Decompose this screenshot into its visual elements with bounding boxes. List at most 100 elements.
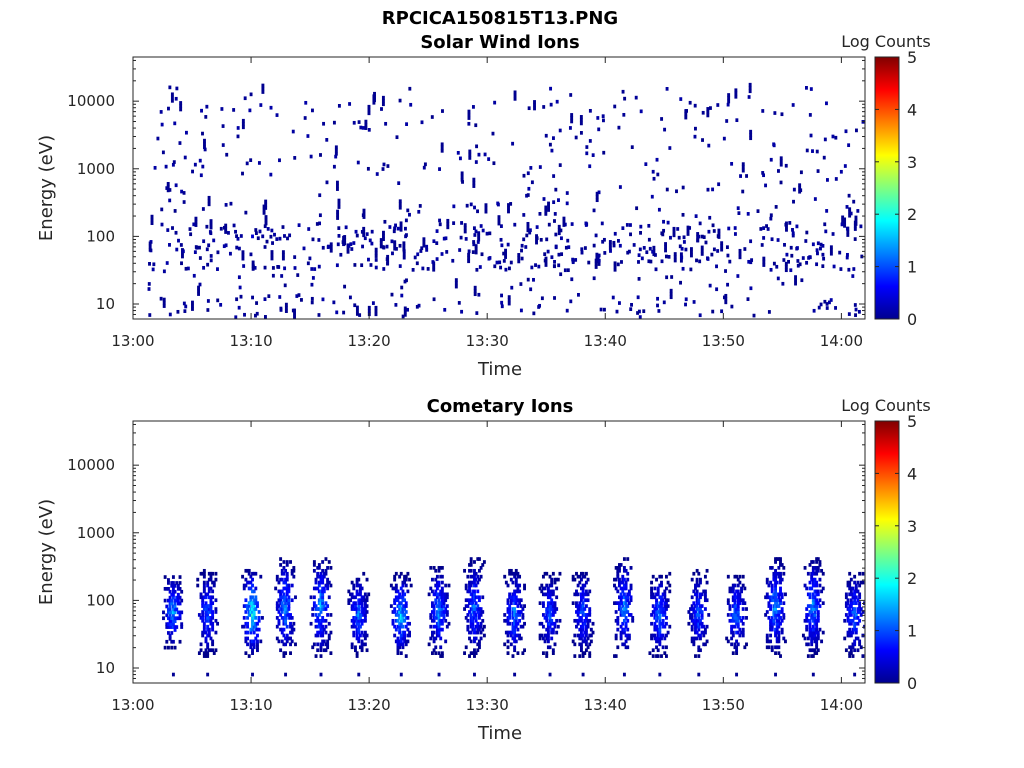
heatmap-cell: [224, 226, 228, 231]
heatmap-cell: [284, 604, 288, 608]
heatmap-cell: [810, 560, 814, 564]
heatmap-cell: [403, 618, 407, 623]
heatmap-cell: [770, 616, 774, 620]
heatmap-cell: [479, 566, 483, 570]
heatmap-cell: [432, 610, 436, 614]
heatmap-cell: [697, 672, 701, 677]
heatmap-cell: [658, 610, 662, 614]
heatmap-cell: [629, 307, 633, 312]
heatmap-cell: [241, 574, 245, 579]
heatmap-cell: [584, 618, 588, 623]
heatmap-cell: [549, 102, 553, 107]
heatmap-cell: [579, 633, 583, 638]
heatmap-cell: [399, 616, 403, 620]
heatmap-cell: [261, 90, 265, 94]
colorbar-tick-label: 1: [907, 622, 917, 641]
heatmap-cell: [355, 627, 359, 632]
heatmap-cell: [849, 601, 853, 605]
heatmap-cell: [735, 613, 739, 617]
heatmap-cell: [664, 645, 668, 650]
heatmap-cell: [270, 256, 274, 261]
heatmap-cell: [853, 607, 857, 611]
heatmap-cell: [162, 610, 165, 615]
heatmap-cell: [774, 580, 777, 585]
heatmap-cell: [608, 243, 612, 247]
heatmap-cell: [474, 571, 478, 576]
heatmap-cell: [199, 592, 203, 597]
heatmap-cell: [473, 571, 476, 576]
heatmap-cell: [477, 616, 481, 620]
heatmap-cell: [626, 618, 630, 623]
heatmap-cell: [551, 627, 555, 632]
panel-title: Cometary Ions: [427, 396, 574, 417]
heatmap-cell: [476, 627, 480, 632]
heatmap-cell: [514, 598, 518, 603]
heatmap-cell: [182, 200, 186, 204]
heatmap-cell: [469, 598, 473, 603]
heatmap-cell: [497, 221, 501, 226]
heatmap-cell: [468, 654, 471, 658]
heatmap-cell: [602, 307, 606, 312]
heatmap-cell: [579, 121, 583, 126]
heatmap-cell: [687, 610, 691, 614]
heatmap-cell: [507, 203, 510, 207]
heatmap-cell: [622, 607, 626, 611]
heatmap-cell: [279, 613, 283, 617]
heatmap-cell: [176, 595, 180, 600]
heatmap-cell: [249, 158, 253, 163]
heatmap-cell: [403, 633, 407, 638]
heatmap-cell: [355, 312, 359, 316]
heatmap-cell: [769, 604, 773, 608]
heatmap-cell: [543, 571, 547, 576]
heatmap-cell: [712, 229, 716, 233]
heatmap-cell: [321, 245, 325, 250]
heatmap-cell: [815, 583, 819, 588]
heatmap-cell: [767, 604, 771, 608]
heatmap-cell: [358, 313, 362, 317]
heatmap-cell: [541, 624, 545, 629]
heatmap-cell: [770, 645, 774, 650]
heatmap-cell: [538, 633, 542, 638]
heatmap-cell: [265, 239, 269, 244]
heatmap-cell: [618, 607, 621, 611]
heatmap-cell: [726, 282, 730, 287]
heatmap-cell: [626, 604, 630, 608]
heatmap-cell: [546, 607, 550, 611]
heatmap-cell: [252, 639, 256, 644]
heatmap-cell: [663, 636, 667, 641]
heatmap-cell: [243, 312, 246, 317]
heatmap-cell: [730, 642, 734, 647]
heatmap-cell: [201, 604, 205, 608]
heatmap-cell: [284, 568, 288, 573]
heatmap-cell: [841, 218, 845, 223]
heatmap-cell: [844, 129, 848, 134]
heatmap-cell: [538, 586, 542, 591]
heatmap-cell: [656, 639, 660, 644]
heatmap-cell: [736, 630, 740, 635]
heatmap-cell: [724, 300, 728, 305]
heatmap-cell: [277, 621, 281, 626]
heatmap-cell: [595, 252, 599, 257]
heatmap-cell: [434, 616, 438, 620]
heatmap-cell: [650, 586, 654, 591]
heatmap-cell: [207, 618, 211, 623]
heatmap-cell: [736, 589, 740, 594]
heatmap-cell: [468, 636, 471, 641]
heatmap-cell: [352, 601, 356, 605]
heatmap-cell: [774, 613, 777, 617]
heatmap-cell: [618, 566, 621, 570]
heatmap-cell: [318, 213, 322, 218]
heatmap-cell: [679, 252, 683, 257]
heatmap-cell: [283, 283, 287, 288]
heatmap-cell: [509, 568, 513, 573]
colorbar-tick-label: 5: [907, 48, 917, 67]
heatmap-cell: [551, 610, 555, 614]
heatmap-cell: [178, 616, 182, 621]
heatmap-cell: [694, 630, 697, 635]
heatmap-cell: [148, 262, 151, 266]
heatmap-cell: [770, 618, 774, 623]
heatmap-cell: [543, 252, 547, 256]
heatmap-cell: [221, 124, 225, 128]
heatmap-cell: [695, 598, 699, 603]
heatmap-cell: [507, 209, 510, 214]
